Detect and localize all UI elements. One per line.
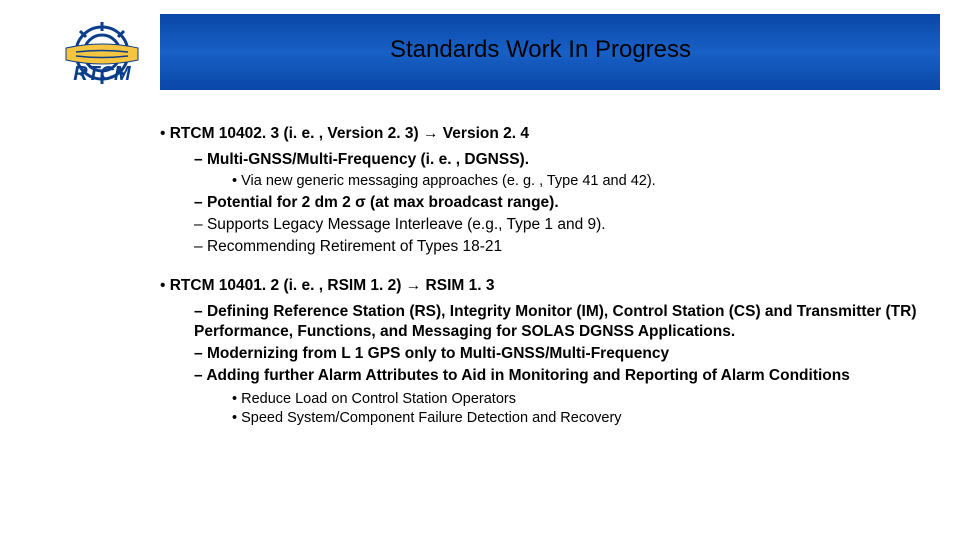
rtcm-logo: RTCM bbox=[46, 18, 158, 88]
svg-text:RTCM: RTCM bbox=[73, 63, 132, 85]
bullet-1-heading: RTCM 10402. 3 (i. e. , Version 2. 3) → V… bbox=[170, 125, 529, 142]
bullet-1-sub-1: Multi-GNSS/Multi-Frequency (i. e. , DGNS… bbox=[207, 151, 529, 168]
bullet-2-sub-2: Modernizing from L 1 GPS only to Multi-G… bbox=[194, 344, 920, 364]
bullet-2-sub-3-sub-2: Speed System/Component Failure Detection… bbox=[232, 409, 920, 428]
bullet-2-heading: RTCM 10401. 2 (i. e. , RSIM 1. 2) → RSIM… bbox=[170, 277, 495, 294]
bullet-2-sub-1: Defining Reference Station (RS), Integri… bbox=[194, 302, 920, 342]
bullet-1-sub-2: Potential for 2 dm 2 σ (at max broadcast… bbox=[194, 193, 920, 213]
bullet-2-sub-3-sub-1: Reduce Load on Control Station Operators bbox=[232, 390, 920, 409]
slide-title: Standards Work In Progress bbox=[390, 36, 691, 64]
bullet-2-sub-3: Adding further Alarm Attributes to Aid i… bbox=[206, 367, 850, 384]
bullet-1-sub-3: Supports Legacy Message Interleave (e.g.… bbox=[194, 215, 920, 235]
slide-body: RTCM 10402. 3 (i. e. , Version 2. 3) → V… bbox=[160, 124, 920, 440]
bullet-1-sub-1-sub: Via new generic messaging approaches (e.… bbox=[232, 172, 920, 191]
bullet-1-sub-4: Recommending Retirement of Types 18-21 bbox=[194, 237, 920, 257]
